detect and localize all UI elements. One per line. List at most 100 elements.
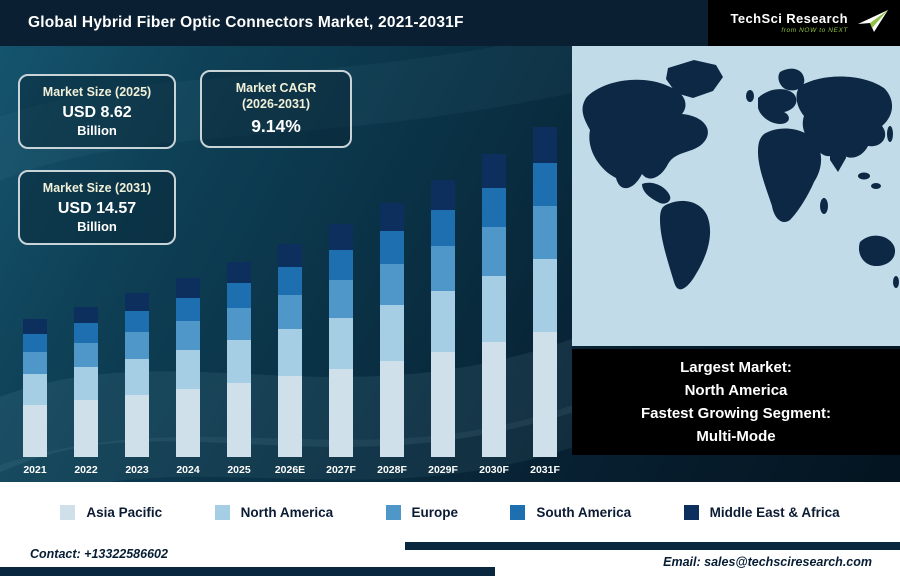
bar-segment [380,304,404,361]
bar-segment [533,127,557,164]
bar-segment [176,278,200,298]
stacked-bar [380,203,404,457]
stacked-bar [74,306,98,457]
market-size-2031-card: Market Size (2031) USD 14.57 Billion [18,170,176,245]
bar-segment [380,264,404,305]
footer-accent-bar-left [0,567,495,576]
bar-segment [482,227,506,276]
bar-column: 2021 [12,319,58,476]
bar-column: 2022 [63,306,109,476]
legend-swatch [683,504,699,520]
bar-segment [23,352,47,375]
legend-swatch [214,504,230,520]
legend-label: South America [536,504,632,520]
bar-segment [125,311,149,333]
logo-brand-text: TechSci Research [730,11,848,27]
fastest-growing-value: Multi-Mode [696,428,776,446]
x-axis-label: 2025 [227,464,251,476]
bar-segment [23,319,47,335]
bar-column: 2030F [471,154,517,476]
legend-label: Middle East & Africa [709,504,840,520]
x-axis-label: 2030F [479,464,509,476]
bar-segment [431,210,455,247]
bar-segment [23,374,47,405]
right-column: Largest Market: North America Fastest Gr… [572,46,900,482]
x-axis-label: 2031F [530,464,560,476]
bar-segment [482,187,506,228]
card-unit: Billion [77,218,117,234]
bar-segment [176,321,200,350]
bar-segment [533,258,557,332]
bar-segment [431,351,455,457]
x-axis-label: 2027F [326,464,356,476]
bar-segment [533,163,557,207]
bar-segment [380,360,404,457]
bar-segment [431,246,455,291]
bar-segment [227,308,251,340]
legend-item-south-america: South America [510,504,632,520]
bar-segment [329,250,353,281]
card-heading-line2: (2026-2031) [241,96,311,111]
bar-segment [278,294,302,330]
stacked-bar [278,243,302,457]
legend-item-middle-east-africa: Middle East & Africa [683,504,840,520]
market-size-2025-card: Market Size (2025) USD 8.62 Billion [18,74,176,149]
x-axis-label: 2024 [176,464,200,476]
bar-segment [533,206,557,259]
x-axis-label: 2021 [23,464,47,476]
bar-segment [176,389,200,457]
page-title: Global Hybrid Fiber Optic Connectors Mar… [28,14,464,31]
bar-segment [176,349,200,390]
card-unit: Billion [77,122,117,138]
bar-column: 2026E [267,243,313,476]
contact-phone: Contact: +13322586602 [30,547,168,561]
legend-swatch [60,504,76,520]
bar-segment [482,342,506,457]
bar-segment [23,404,47,457]
bar-column: 2031F [522,127,568,476]
stacked-bar-chart: 2021 2022 2023 2024 2025 2026E 2027F 2028F 2029F… [12,127,568,476]
footer-accent-bar-right [405,542,900,550]
bar-segment [125,394,149,457]
bar-segment [74,306,98,324]
chart-panel: 2021 2022 2023 2024 2025 2026E 2027F 2028F 2029F… [0,46,900,482]
bar-segment [329,368,353,457]
bar-segment [329,317,353,369]
stacked-bar [125,293,149,457]
x-axis-label: 2023 [125,464,149,476]
bar-segment [380,231,404,265]
bar-segment [227,283,251,309]
bar-column: 2024 [165,278,211,476]
footer: Contact: +13322586602 Email: sales@techs… [0,542,900,576]
bar-segment [482,275,506,343]
world-map-image [572,46,900,346]
legend-item-north-america: North America [214,504,333,520]
stacked-bar [329,224,353,457]
bar-segment [431,179,455,211]
legend-label: Asia Pacific [86,504,163,520]
bar-segment [227,339,251,383]
bar-segment [74,366,98,400]
bar-segment [125,358,149,395]
card-value: 9.14% [251,116,301,137]
bar-segment [176,297,200,322]
stacked-bar [431,179,455,457]
card-value: USD 14.57 [57,199,137,217]
bar-column: 2027F [318,224,364,476]
stacked-bar [482,154,506,457]
bar-segment [125,293,149,312]
bar-segment [227,261,251,284]
stacked-bar [176,278,200,457]
bar-chart: 2021 2022 2023 2024 2025 2026E 2027F 2028F 2029F… [12,127,568,476]
bar-segment [23,334,47,353]
card-heading: Market CAGR [235,81,317,95]
stacked-bar [227,261,251,457]
paper-plane-icon [856,8,890,39]
x-axis-label: 2022 [74,464,98,476]
bar-segment [125,332,149,359]
bar-segment [74,342,98,367]
header: Global Hybrid Fiber Optic Connectors Mar… [0,0,900,46]
largest-market-label: Largest Market: [680,358,792,376]
bar-segment [329,280,353,318]
